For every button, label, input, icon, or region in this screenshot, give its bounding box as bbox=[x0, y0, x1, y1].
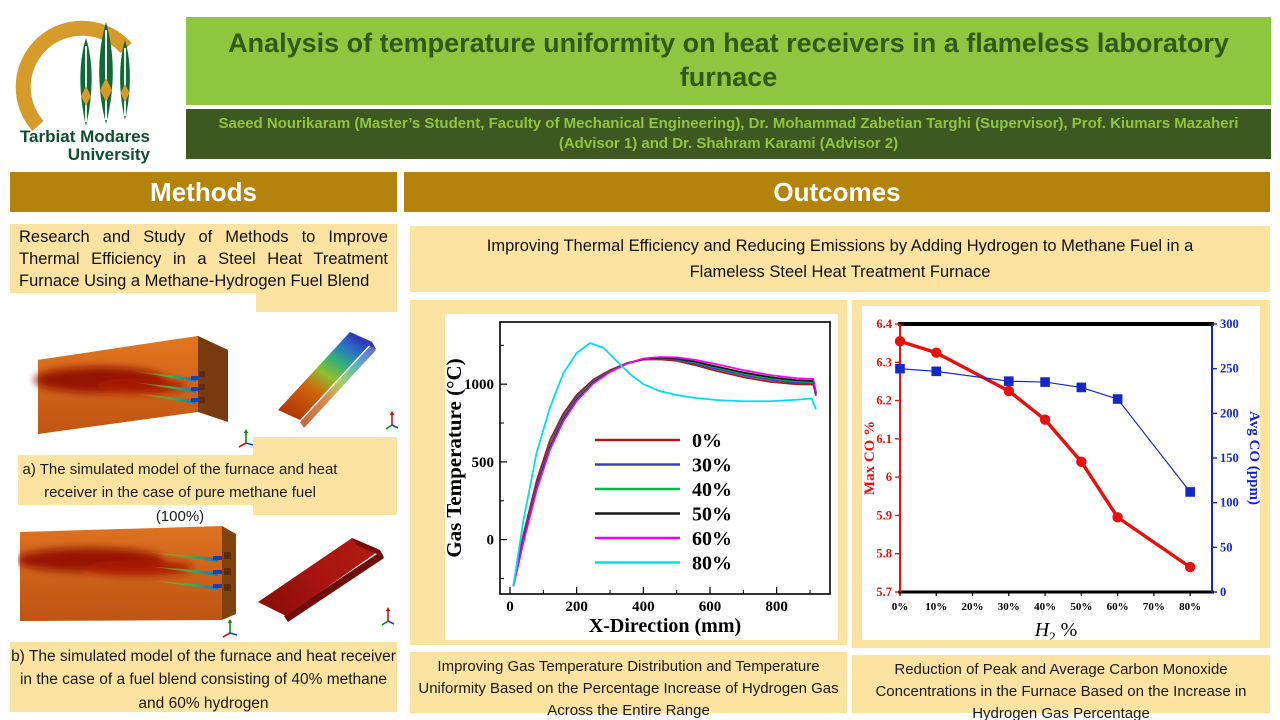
svg-text:50%: 50% bbox=[1070, 601, 1092, 613]
flame-region bbox=[34, 367, 186, 394]
receiver-end-cap bbox=[350, 332, 376, 349]
svg-text:500: 500 bbox=[472, 455, 495, 471]
svg-text:30%: 30% bbox=[692, 455, 732, 477]
simulation-b-caption: b) The simulated model of the furnace an… bbox=[10, 642, 397, 712]
svg-text:Avg CO (ppm): Avg CO (ppm) bbox=[1246, 411, 1260, 505]
svg-text:6.1: 6.1 bbox=[876, 432, 892, 446]
axis-triad-icon bbox=[238, 429, 254, 448]
receiver-main-face bbox=[258, 538, 380, 616]
svg-text:40%: 40% bbox=[1034, 601, 1056, 613]
methods-section-header: Methods bbox=[10, 172, 397, 212]
svg-text:600: 600 bbox=[699, 599, 722, 615]
axis-triad-icon bbox=[222, 619, 238, 638]
svg-text:Gas Temperature (°C): Gas Temperature (°C) bbox=[445, 358, 466, 557]
svg-text:400: 400 bbox=[632, 599, 655, 615]
heat-receiver-a-image bbox=[270, 318, 378, 428]
gas-temperature-chart: 0 200 400 600 800 0 500 1000 0% 30% 40% 50% 60% 80% X-… bbox=[445, 314, 838, 640]
outcomes-section-header: Outcomes bbox=[404, 172, 1270, 212]
outcomes-intro-text: Improving Thermal Efficiency and Reducin… bbox=[410, 226, 1270, 292]
svg-text:40%: 40% bbox=[692, 479, 732, 501]
furnace-side-face bbox=[198, 336, 228, 422]
poster-title: Analysis of temperature uniformity on he… bbox=[186, 17, 1271, 105]
svg-text:50: 50 bbox=[1220, 540, 1233, 554]
svg-text:0: 0 bbox=[487, 533, 495, 549]
svg-text:10%: 10% bbox=[925, 601, 947, 613]
receiver-end-cap bbox=[352, 538, 384, 557]
co-chart-caption: Reduction of Peak and Average Carbon Mon… bbox=[852, 655, 1270, 720]
temperature-chart-caption: Improving Gas Temperature Distribution a… bbox=[410, 652, 847, 719]
receiver-main-face bbox=[278, 332, 372, 420]
svg-text:300: 300 bbox=[1220, 317, 1239, 331]
receiver-side-face bbox=[284, 552, 384, 622]
outcomes-heading-text: Outcomes bbox=[773, 176, 901, 207]
svg-text:0: 0 bbox=[506, 599, 514, 615]
logo-text-line2: University bbox=[68, 145, 151, 164]
svg-text:0: 0 bbox=[1220, 585, 1226, 599]
poster-title-text: Analysis of temperature uniformity on he… bbox=[228, 28, 1229, 92]
axis-triad-icon bbox=[381, 607, 395, 626]
svg-text:80%: 80% bbox=[1179, 601, 1201, 613]
fuel-jets bbox=[146, 552, 222, 590]
svg-text:60%: 60% bbox=[1107, 601, 1129, 613]
svg-text:100: 100 bbox=[1220, 496, 1239, 510]
svg-text:200: 200 bbox=[1220, 406, 1239, 420]
svg-text:6: 6 bbox=[886, 470, 892, 484]
svg-text:Max CO %: Max CO % bbox=[862, 421, 878, 495]
svg-text:60%: 60% bbox=[692, 528, 732, 550]
svg-text:150: 150 bbox=[1220, 451, 1239, 465]
logo-cypress-trees bbox=[80, 22, 130, 126]
methods-heading-text: Methods bbox=[150, 176, 257, 207]
co-emissions-chart: 5.7 5.8 5.9 6 6.1 6.2 6.3 6.4 0 50 100 150 200 250 300… bbox=[862, 306, 1260, 640]
simulation-a-caption: a) The simulated model of the furnace an… bbox=[18, 455, 342, 525]
authors-text: Saeed Nourikaram (Master’s Student, Facu… bbox=[218, 114, 1239, 152]
svg-text:80%: 80% bbox=[692, 553, 732, 575]
svg-text:30%: 30% bbox=[998, 601, 1020, 613]
svg-text:1000: 1000 bbox=[464, 377, 494, 393]
university-logo-graphic: Tarbiat Modares University bbox=[15, 20, 151, 164]
svg-text:0%: 0% bbox=[892, 601, 909, 613]
svg-text:250: 250 bbox=[1220, 362, 1239, 376]
flame-region bbox=[18, 548, 193, 576]
svg-text:6.3: 6.3 bbox=[876, 355, 892, 369]
decorative-panel bbox=[256, 292, 397, 312]
svg-text:6.2: 6.2 bbox=[876, 394, 892, 408]
svg-text:70%: 70% bbox=[1143, 601, 1165, 613]
svg-text:0%: 0% bbox=[692, 430, 722, 452]
methods-intro-text: Research and Study of Methods to Improve… bbox=[10, 224, 397, 293]
svg-text:X-Direction (mm): X-Direction (mm) bbox=[589, 615, 741, 637]
furnace-simulation-a-image bbox=[28, 316, 233, 434]
axis-triad-icon bbox=[385, 411, 399, 430]
receiver-side-face bbox=[300, 344, 376, 428]
svg-text:50%: 50% bbox=[692, 504, 732, 526]
svg-text:20%: 20% bbox=[962, 601, 984, 613]
svg-text:200: 200 bbox=[565, 599, 588, 615]
authors-bar: Saeed Nourikaram (Master’s Student, Facu… bbox=[186, 109, 1271, 159]
svg-text:5.7: 5.7 bbox=[876, 585, 892, 599]
heat-receiver-b-image bbox=[252, 528, 390, 625]
svg-text:5.8: 5.8 bbox=[876, 547, 892, 561]
svg-text:6.4: 6.4 bbox=[876, 317, 892, 331]
svg-text:H2 %: H2 % bbox=[1034, 619, 1078, 640]
university-logo: Tarbiat Modares University bbox=[8, 8, 186, 166]
svg-text:5.9: 5.9 bbox=[876, 508, 892, 522]
svg-text:800: 800 bbox=[765, 599, 788, 615]
logo-text-line1: Tarbiat Modares bbox=[20, 127, 150, 146]
furnace-simulation-b-image bbox=[18, 524, 240, 624]
fuel-jets bbox=[132, 371, 199, 404]
